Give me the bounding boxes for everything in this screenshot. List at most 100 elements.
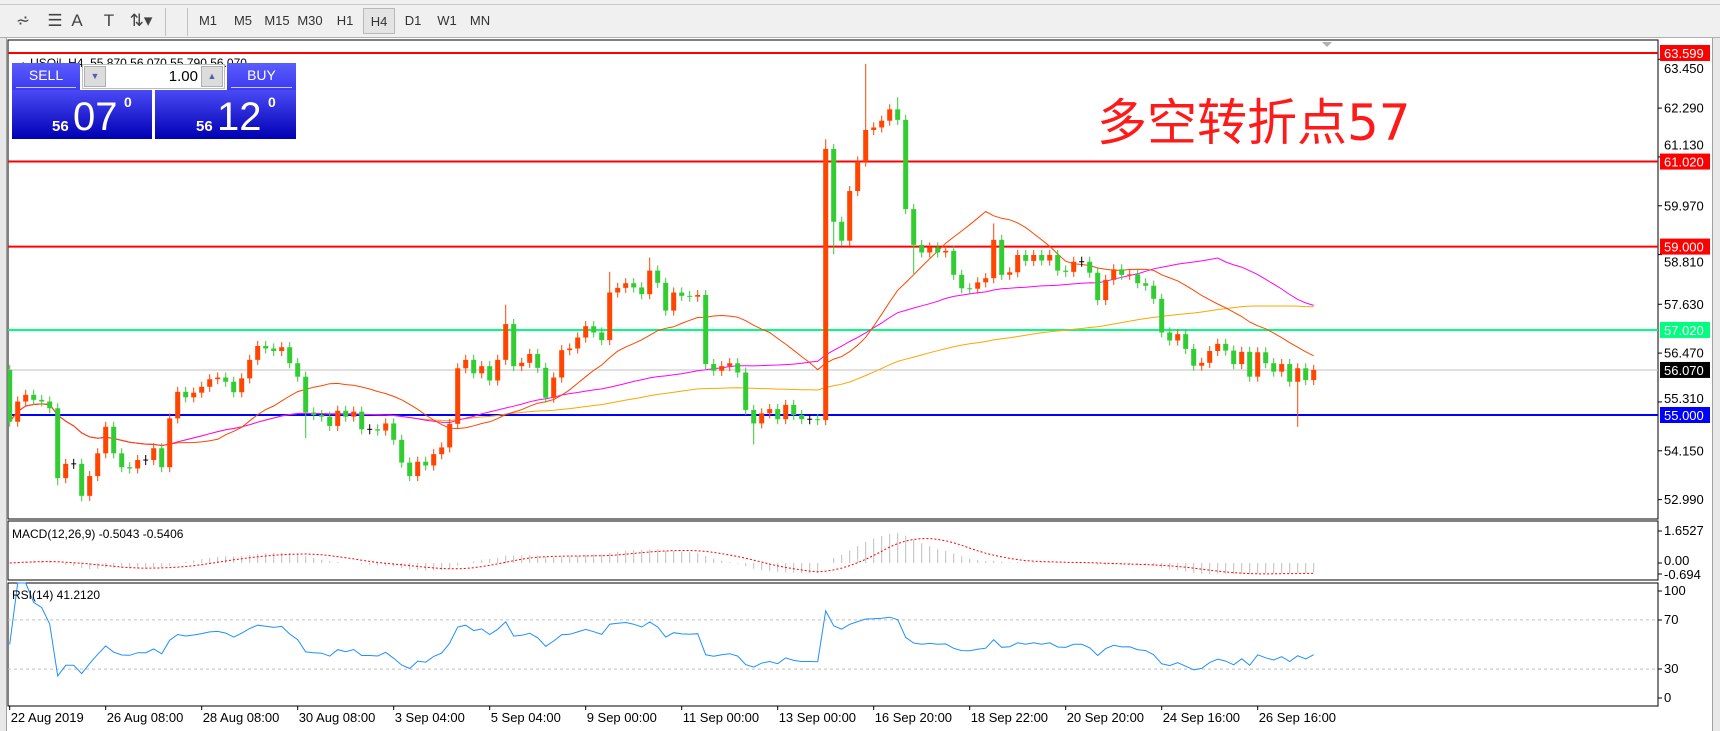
candle [1063, 265, 1069, 277]
candle [1111, 264, 1117, 285]
candle-body [1271, 363, 1277, 372]
candle-body [863, 129, 869, 162]
chart-annotation-text[interactable]: 多空转折点57 [1097, 94, 1411, 152]
current-price-label: 56.070 [1664, 363, 1704, 378]
candle-body [759, 413, 765, 424]
candle [607, 271, 613, 346]
text-label-icon[interactable]: T [103, 11, 115, 30]
candle-body [999, 239, 1005, 275]
candle [1231, 345, 1237, 370]
sell-button[interactable]: SELL [12, 63, 80, 90]
candle [847, 185, 853, 246]
candle [815, 414, 821, 426]
candle [295, 358, 301, 382]
rsi-tick-label: 30 [1664, 661, 1678, 676]
candle [623, 278, 629, 293]
candle-body [631, 283, 637, 288]
time-tick-label: 5 Sep 04:00 [491, 710, 561, 725]
candle-body [871, 127, 877, 130]
sell-price-sup: 0 [124, 94, 132, 110]
candle-body [95, 453, 101, 477]
candle [1167, 327, 1173, 346]
timeframe-m1-button[interactable]: M1 [198, 13, 218, 28]
time-tick-label: 28 Aug 08:00 [203, 710, 280, 725]
candle-body [47, 401, 53, 409]
candle-body [663, 282, 669, 311]
candle-body [383, 423, 389, 431]
lot-increase-button[interactable]: ▲ [201, 66, 223, 87]
candle [655, 265, 661, 288]
candle [903, 114, 909, 215]
candle-body [783, 404, 789, 420]
timeframe-w1-button[interactable]: W1 [437, 13, 457, 28]
candle [567, 343, 573, 356]
candle [1175, 329, 1181, 346]
candle [663, 277, 669, 316]
candle [575, 332, 581, 354]
candle [599, 327, 605, 346]
candle-body [1023, 255, 1029, 261]
text-icon[interactable]: A [71, 11, 83, 30]
candle-body [207, 379, 213, 387]
candle-body [1207, 351, 1213, 363]
candle [303, 371, 309, 439]
sell-price-box[interactable]: 56 07 0 [12, 90, 152, 139]
timeframe-m15-button[interactable]: M15 [264, 13, 290, 28]
candle [191, 387, 197, 403]
candle [1287, 359, 1293, 387]
candle-body [119, 453, 125, 468]
rsi-pane [7, 582, 1659, 707]
candle [471, 354, 477, 379]
candle [335, 405, 341, 431]
candle-body [767, 409, 773, 414]
timeframe-m5-button[interactable]: M5 [233, 13, 253, 28]
candle [447, 418, 453, 453]
candle [255, 340, 261, 365]
rsi-tick-label: 0 [1664, 690, 1671, 705]
candle [247, 354, 253, 384]
candle-body [1303, 368, 1309, 381]
time-tick-label: 9 Sep 00:00 [587, 710, 657, 725]
candle [1215, 338, 1221, 357]
price-plot [8, 51, 1658, 502]
timeframe-d1-button[interactable]: D1 [404, 13, 422, 28]
arrows-dropdown-icon[interactable]: ⇅▾ [129, 11, 153, 30]
timeframe-h1-button[interactable]: H1 [336, 13, 354, 28]
price-level-label-box [1660, 407, 1710, 423]
candle-body [583, 326, 589, 338]
candle-body [951, 250, 957, 275]
candle-body [815, 419, 821, 421]
candle [1303, 363, 1309, 386]
lot-decrease-button[interactable]: ▼ [84, 66, 106, 87]
timeframe-h4-button[interactable]: H4 [363, 8, 395, 34]
buy-price-box[interactable]: 56 12 0 [155, 90, 296, 139]
candle [183, 386, 189, 403]
timeframe-mn-button[interactable]: MN [469, 13, 491, 28]
candle-body [1255, 352, 1261, 377]
candle [495, 354, 501, 386]
candle-body [823, 148, 829, 421]
candle [711, 359, 717, 376]
candle-body [655, 270, 661, 283]
fibonacci-expansion-icon[interactable]: ⩫ [15, 11, 31, 30]
candle [1151, 280, 1157, 304]
candle [327, 411, 333, 431]
lot-size-stepper[interactable]: ▼ 1.00 ▲ [82, 64, 225, 89]
buy-button[interactable]: BUY [227, 63, 296, 90]
time-tick-label: 20 Sep 20:00 [1067, 710, 1144, 725]
candle-body [215, 377, 221, 380]
time-tick-label: 26 Aug 08:00 [107, 710, 184, 725]
candle [359, 406, 365, 435]
candle-body [559, 350, 565, 378]
timeframe-m30-button[interactable]: M30 [297, 13, 323, 28]
candle [1223, 338, 1229, 356]
candle-body [1111, 269, 1117, 280]
fibonacci-retracement-icon[interactable]: ☰ [47, 11, 63, 30]
candle-body [479, 366, 485, 374]
candle [639, 282, 645, 300]
lot-size-input[interactable]: 1.00 [168, 68, 198, 85]
candle [279, 342, 285, 357]
candle [407, 457, 413, 482]
time-tick-label: 13 Sep 00:00 [779, 710, 856, 725]
